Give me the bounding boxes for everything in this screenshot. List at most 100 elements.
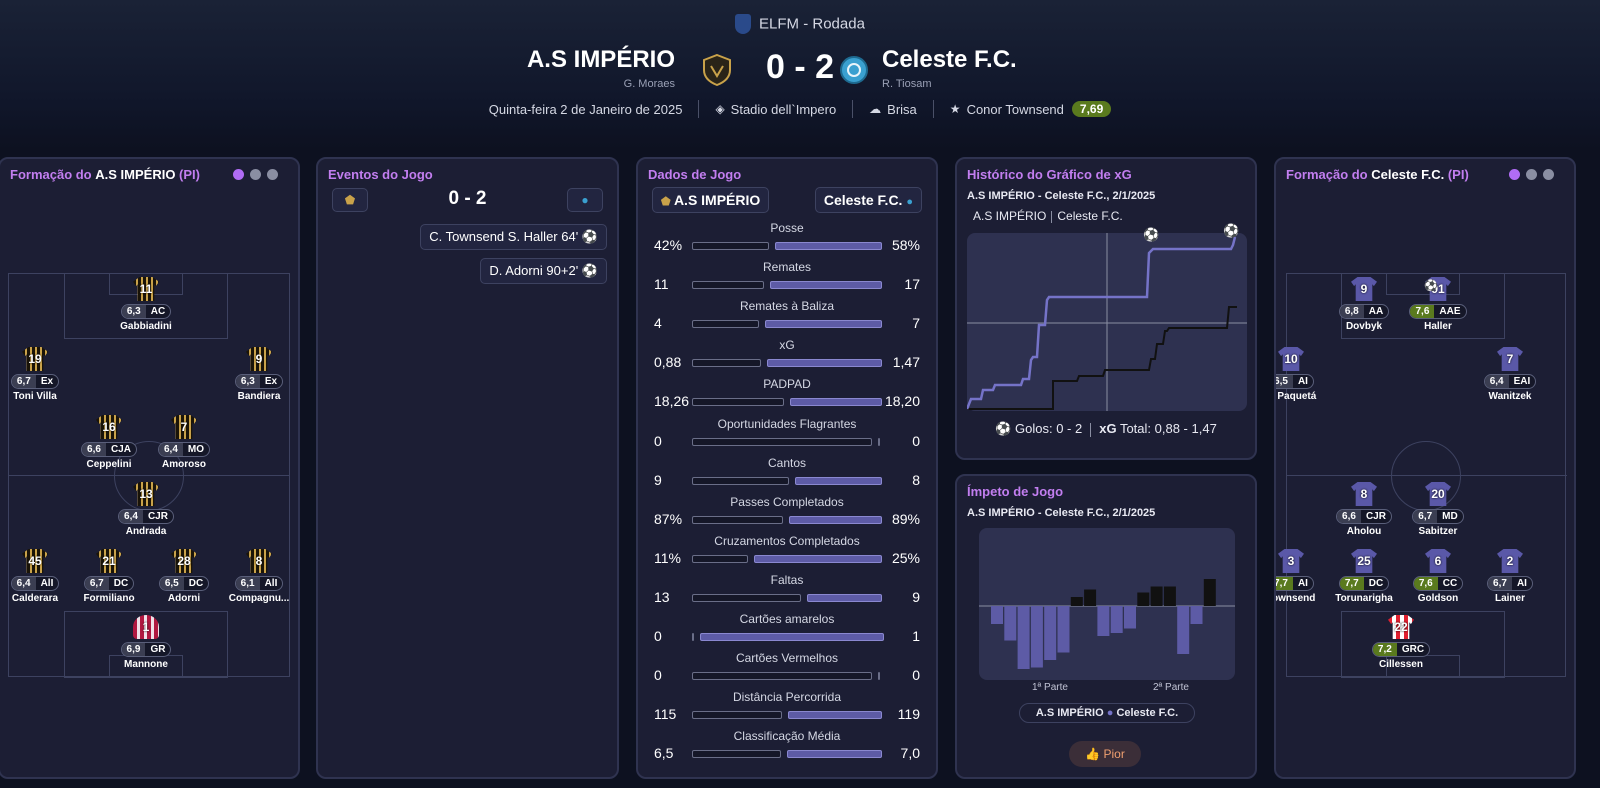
stat-away-bar (775, 242, 882, 250)
goal-ball-icon: ⚽ (1223, 223, 1240, 238)
player-card[interactable]: 3 7,7 AI Townsend (1276, 549, 1331, 604)
event-card-row[interactable]: D. Adorni 90+2' ⚽ (480, 258, 607, 284)
player-rating: 6,5 (1276, 375, 1293, 388)
page-dot[interactable] (1526, 169, 1537, 180)
shirt-icon: 8 (246, 549, 272, 573)
player-card[interactable]: 9 6,3 Ex Bandiera (219, 347, 298, 402)
player-card[interactable]: 91 7,6 AAE Haller (1398, 277, 1478, 332)
player-card[interactable]: 8 6,1 AlI Compagnu... (219, 549, 298, 604)
player-rating-pill: 6,7 DC (83, 576, 135, 591)
stat-home-bar (692, 554, 749, 563)
player-name: Dovbyk (1345, 321, 1383, 332)
player-name: Sabitzer (1418, 526, 1458, 537)
momentum-legend: A.S IMPÉRIO ● Celeste F.C. (1019, 703, 1195, 723)
shirt-icon: 16 (96, 415, 122, 439)
stat-away-bar (806, 593, 882, 602)
momentum-bar (991, 606, 1003, 624)
worse-button[interactable]: 👍 Pior (1069, 741, 1141, 767)
player-card[interactable]: 8 6,6 CJR Aholou (1324, 482, 1404, 537)
player-card[interactable]: 7 6,4 EAI Wanitzek (1470, 347, 1550, 402)
xg-legend: A.S IMPÉRIO Celeste F.C. (973, 209, 1123, 223)
events-title: Eventos do Jogo (328, 167, 433, 182)
stat-label: Passes Completados (730, 494, 844, 509)
stat-away-bar (878, 437, 880, 446)
momentum-panel: Ímpeto de Jogo A.S IMPÉRIO - Celeste F.C… (955, 474, 1257, 779)
player-card[interactable]: 10 6,5 AI L. Paquetá (1276, 347, 1331, 402)
stat-row: Remates à Baliza 4 7 (638, 299, 936, 338)
goal-ball-icon: ⚽ (1424, 280, 1438, 292)
player-rating-pill: 6,1 AlI (234, 576, 284, 591)
player-card[interactable]: 7 6,4 MO Amoroso (144, 415, 224, 470)
lineup-pager[interactable] (233, 169, 278, 180)
stat-home-value: 0,88 (654, 354, 682, 371)
stat-away-value: 0 (912, 432, 920, 449)
page-dot[interactable] (267, 169, 278, 180)
competition-icon (735, 14, 752, 34)
stat-row: Passes Completados 87% 89% (638, 495, 936, 534)
stat-home-bar (692, 281, 765, 290)
stat-home-value: 11 (654, 276, 669, 293)
page-dot[interactable] (233, 169, 244, 180)
goal-ball-icon: ⚽ (1143, 227, 1160, 242)
event-goal-row[interactable]: C. Townsend S. Haller 64' ⚽ (420, 224, 607, 250)
player-card[interactable]: 16 6,6 CJA Ceppelini (69, 415, 149, 470)
lineup-pager[interactable] (1509, 169, 1554, 180)
away-team-name[interactable]: Celeste F.C. (882, 46, 1017, 73)
stat-home-bar (692, 672, 872, 681)
stat-away-value: 18,20 (884, 393, 920, 410)
player-rating: 7,7 (1339, 577, 1364, 590)
stat-away-value: 119 (897, 706, 920, 723)
player-position: DC (113, 578, 129, 589)
weather-icon: ☁ (869, 102, 882, 116)
home-lineup-title: Formação do A.S IMPÉRIO (PI) (10, 167, 200, 182)
player-card[interactable]: 1 6,9 GR Mannone (106, 615, 186, 670)
events-panel: Eventos do Jogo ⬟ 0 - 2 ● C. Townsend S.… (316, 157, 619, 779)
page-dot[interactable] (1543, 169, 1554, 180)
player-rating: 7,2 (1372, 643, 1397, 656)
player-position: DC (188, 578, 204, 589)
player-rating: 6,4 (119, 510, 143, 523)
player-card[interactable]: 6 7,6 CC Goldson (1398, 549, 1478, 604)
stat-away-value: 58% (891, 237, 920, 253)
player-card[interactable]: 45 6,4 AlI Calderara (0, 549, 75, 604)
player-card[interactable]: 22 7,2 GRC Cillessen (1361, 615, 1441, 670)
momentum-bar (1057, 606, 1070, 653)
stat-row: Distância Percorrida 115 119 (638, 690, 936, 729)
home-team-name[interactable]: A.S IMPÉRIO (526, 46, 675, 73)
player-card[interactable]: 13 6,4 CJR Andrada (106, 482, 186, 537)
player-card[interactable]: 19 6,7 Ex Toni Villa (0, 347, 75, 402)
momentum-bar (1004, 606, 1017, 641)
player-rating-pill: 6,4 AlI (10, 576, 60, 591)
player-name: Wanitzek (1488, 391, 1532, 402)
shirt-icon: 6 (1425, 549, 1451, 573)
page-dot[interactable] (1509, 169, 1520, 180)
player-position: EAI (1513, 376, 1531, 387)
player-rating: 6,7 (1413, 510, 1438, 523)
player-card[interactable]: 28 6,5 DC Adorni (144, 549, 224, 604)
motm-name[interactable]: Conor Townsend (966, 101, 1064, 117)
player-card[interactable]: 2 6,7 AI Lainer (1470, 549, 1550, 604)
player-rating: 6,4 (1484, 375, 1509, 388)
player-rating-pill: 7,7 AI (1276, 576, 1314, 591)
player-card[interactable]: 9 6,8 AA Dovbyk (1324, 277, 1404, 332)
momentum-bar (1124, 606, 1136, 629)
player-position: AI (1297, 578, 1308, 589)
ball-icon: ⚽ (581, 229, 598, 244)
player-position: DC (1368, 578, 1384, 589)
player-card[interactable]: 25 7,7 DC Torunarigha (1324, 549, 1404, 604)
momentum-bar (1163, 586, 1176, 606)
player-card[interactable]: 11 6,3 AC Gabbiadini (106, 277, 186, 332)
xg-chart: ⚽ ⚽ (965, 223, 1247, 411)
half2-label: 2ª Parte (1153, 682, 1189, 693)
stat-label: Distância Percorrida (732, 690, 842, 705)
stat-away-bar (786, 750, 882, 759)
player-position: AAE (1439, 306, 1461, 317)
player-name: Lainer (1494, 593, 1525, 604)
player-card[interactable]: 21 6,7 DC Formiliano (69, 549, 149, 604)
stat-label: Oportunidades Flagrantes (717, 416, 857, 431)
player-name: Bandiera (237, 391, 281, 402)
momentum-bar (1017, 606, 1030, 669)
player-card[interactable]: 20 6,7 MD Sabitzer (1398, 482, 1478, 537)
player-rating-pill: 6,7 AI (1487, 576, 1533, 591)
page-dot[interactable] (250, 169, 261, 180)
